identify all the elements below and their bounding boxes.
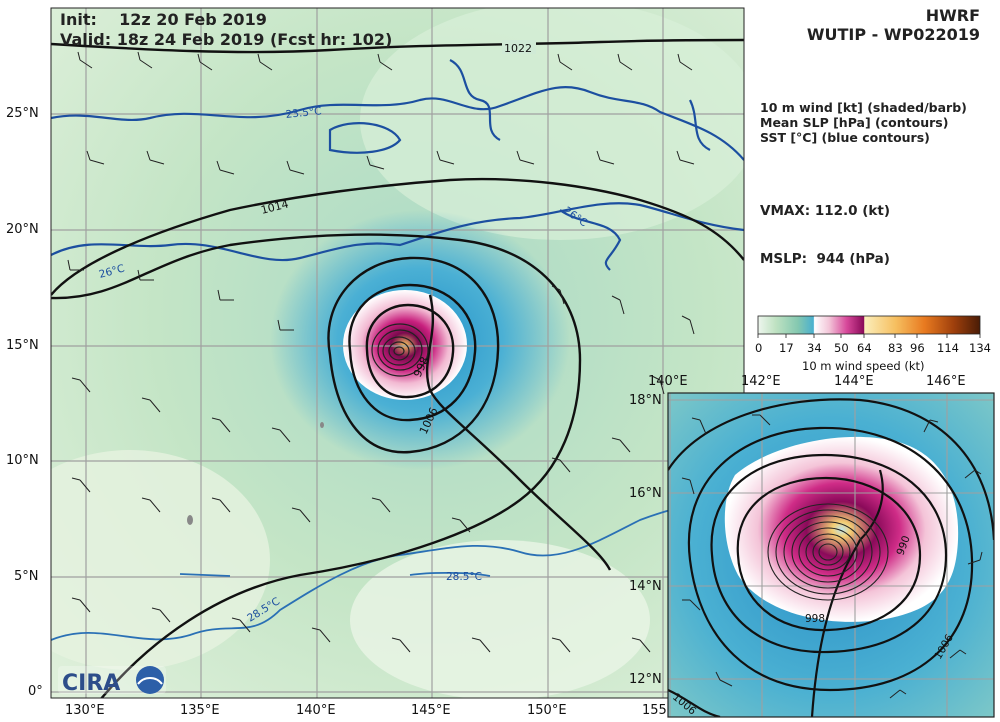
lat-tick-25: 25°N (6, 106, 39, 121)
cira-logo: CIRA (58, 666, 166, 696)
colorbar-tick-64: 64 (857, 341, 872, 355)
inset-lat-tick-14: 14°N (629, 579, 662, 594)
storm-name: WUTIP - WP022019 (806, 25, 980, 44)
colorbar-tick-50: 50 (834, 341, 849, 355)
legend-sst: SST [°C] (blue contours) (760, 130, 930, 145)
field-legend: 10 m wind [kt] (shaded/barb) Mean SLP [h… (760, 100, 967, 145)
lon-tick-155: 155 (642, 703, 667, 718)
wind-barbs (67, 51, 695, 653)
lat-tick-10: 10°N (6, 453, 39, 468)
islands (187, 422, 324, 525)
storm-header: HWRF WUTIP - WP022019 (807, 6, 980, 44)
colorbar-tick-17: 17 (779, 341, 794, 355)
lat-tick-0: 0° (28, 684, 43, 699)
lon-tick-130: 130°E (65, 703, 105, 718)
storm-stats: VMAX: 112.0 (kt) MSLP: 944 (hPa) (760, 171, 890, 283)
colorbar-tick-96: 96 (910, 341, 925, 355)
valid-time: Valid: 18z 24 Feb 2019 (Fcst hr: 102) (60, 30, 393, 49)
vmax-value: VMAX: 112.0 (kt) (760, 203, 891, 219)
main-map-frame (50, 7, 745, 699)
inset-lon-tick-146: 146°E (926, 374, 966, 389)
lat-tick-20: 20°N (6, 222, 39, 237)
legend-slp: Mean SLP [hPa] (contours) (760, 115, 949, 130)
lat-tick-5: 5°N (14, 569, 39, 584)
init-time: Init: 12z 20 Feb 2019 (60, 10, 267, 29)
lon-tick-140: 140°E (296, 703, 336, 718)
sst-contours (51, 59, 744, 271)
colorbar-tick-0: 0 (755, 341, 763, 355)
lat-tick-15: 15°N (6, 338, 39, 353)
slp-label-1022: 1022 (504, 42, 532, 55)
forecast-times: Init: 12z 20 Feb 2019 Valid: 18z 24 Feb … (60, 10, 392, 50)
inset-lon-tick-144: 144°E (834, 374, 874, 389)
lon-tick-150: 150°E (527, 703, 567, 718)
sst-label-23-5: 23.5°C (285, 105, 322, 121)
slp-contours (51, 38, 744, 698)
inset-map-frame (667, 392, 995, 718)
mslp-value: MSLP: 944 (hPa) (760, 251, 890, 267)
colorbar-label: 10 m wind speed (kt) (802, 359, 925, 373)
inset-lat-tick-12: 12°N (629, 672, 662, 687)
model-name: HWRF (925, 6, 980, 25)
svg-text:CIRA: CIRA (62, 671, 120, 696)
colorbar (757, 315, 981, 335)
inset-lat-tick-16: 16°N (629, 486, 662, 501)
colorbar-tick-34: 34 (807, 341, 822, 355)
main-map: 1022 1014 1006 998 23.5°C 26°C 26°C 28.5… (51, 8, 744, 698)
colorbar-tick-134: 134 (969, 341, 991, 355)
inset-lat-tick-18: 18°N (629, 393, 662, 408)
inset-lon-tick-140: 140°E (648, 374, 688, 389)
colorbar-tick-114: 114 (937, 341, 959, 355)
lon-tick-145: 145°E (411, 703, 451, 718)
inset-map: 998 1006 1006 990 (668, 393, 994, 717)
sst-label-28-5-east: 28.5°C (446, 571, 482, 583)
inset-lon-tick-142: 142°E (741, 374, 781, 389)
lon-tick-135: 135°E (180, 703, 220, 718)
colorbar-tick-83: 83 (888, 341, 903, 355)
legend-wind: 10 m wind [kt] (shaded/barb) (760, 100, 967, 115)
inset-slp-label-998: 998 (805, 613, 825, 625)
